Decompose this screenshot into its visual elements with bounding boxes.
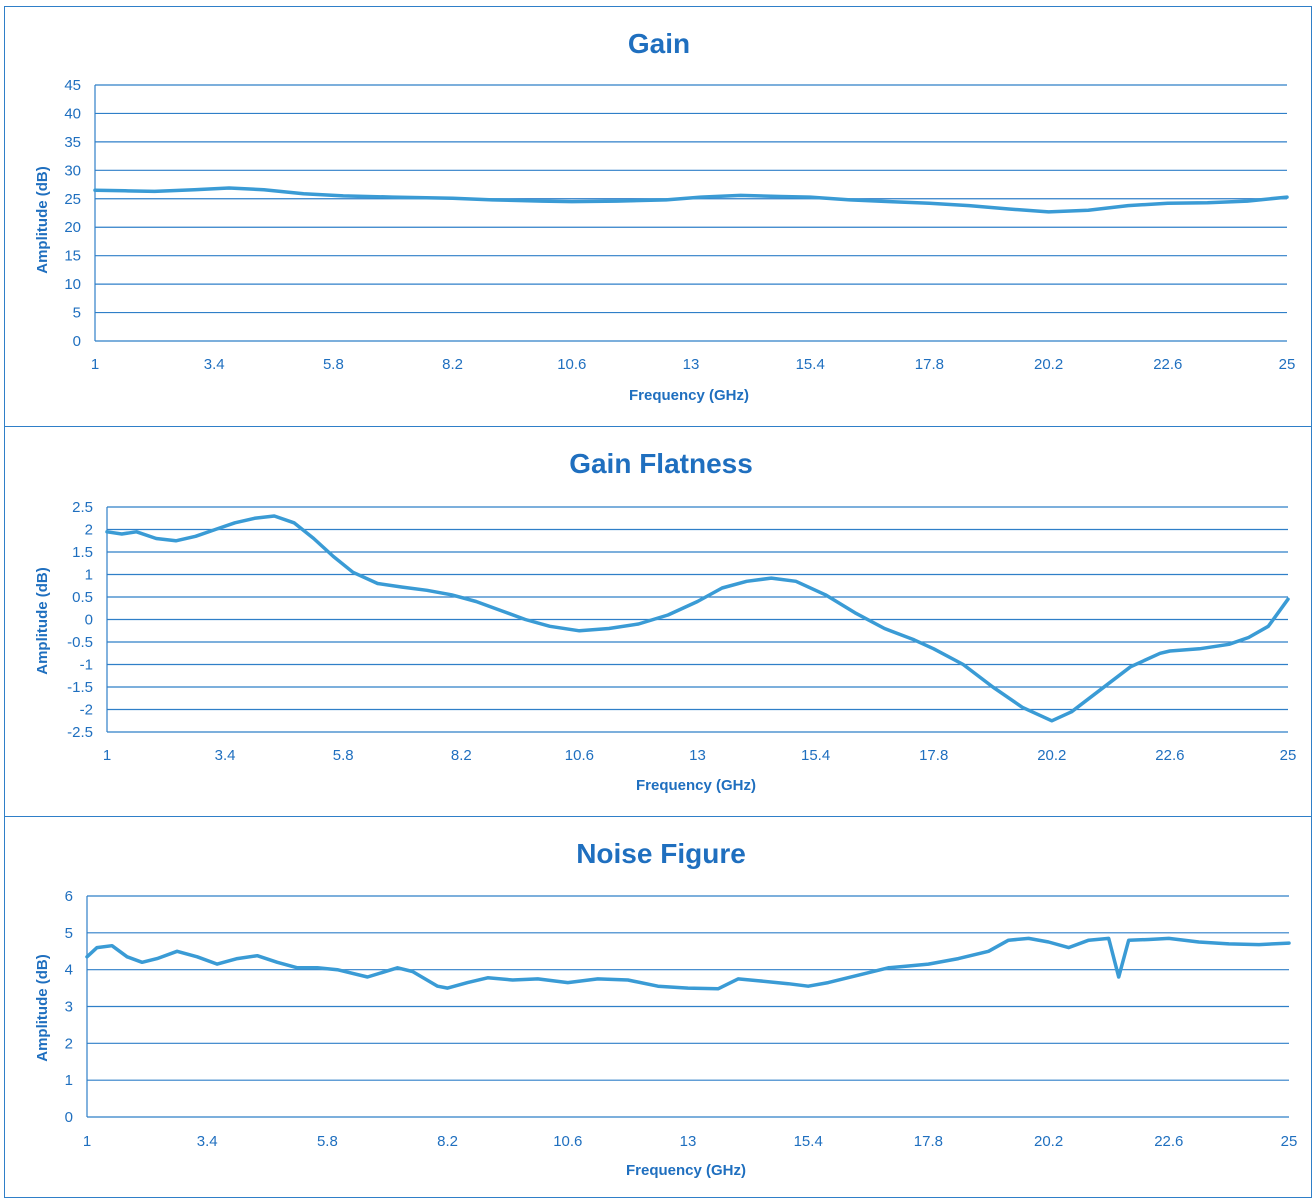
y-tick-label: 10 (64, 276, 81, 293)
y-tick-label: 5 (73, 305, 81, 322)
x-tick-label: 15.4 (801, 747, 830, 764)
x-tick-label: 17.8 (914, 1133, 943, 1150)
chart-panel-gain: Gain Frequency (GHz) Amplitude (dB) 0 5 10… (4, 6, 1312, 428)
x-tick-label: 22.6 (1154, 1133, 1183, 1150)
y-tick-label: 1 (85, 567, 93, 584)
chart-gain-flatness: Gain Flatness Frequency (GHz) Amplitude … (34, 448, 1297, 794)
x-axis-label: Frequency (GHz) (626, 1162, 746, 1179)
x-tick-label: 1 (83, 1133, 91, 1150)
y-axis-label: Amplitude (dB) (34, 166, 51, 273)
y-tick-label: -1 (80, 657, 93, 674)
y-tick-label: 0 (73, 333, 81, 350)
x-tick-label: 17.8 (919, 747, 948, 764)
chart-panel-noise-figure: Noise Figure Frequency (GHz) Amplitude (… (4, 816, 1312, 1198)
chart-noise-figure: Noise Figure Frequency (GHz) Amplitude (… (34, 838, 1298, 1179)
y-tick-label: 6 (65, 888, 73, 905)
y-tick-label: 30 (64, 162, 81, 179)
chart-panel-gain-flatness: Gain Flatness Frequency (GHz) Amplitude … (4, 426, 1312, 818)
y-tick-label: 0 (65, 1109, 73, 1126)
x-tick-label: 1 (103, 747, 111, 764)
y-axis-label: Amplitude (dB) (34, 567, 51, 674)
x-tick-label: 22.6 (1155, 747, 1184, 764)
y-tick-label: 2.5 (72, 499, 93, 516)
x-tick-label: 5.8 (323, 356, 344, 373)
x-tick-label: 20.2 (1034, 356, 1063, 373)
y-tick-label: 5 (65, 925, 73, 942)
x-tick-label: 1 (91, 356, 99, 373)
x-tick-label: 20.2 (1037, 747, 1066, 764)
chart-gain: Gain Frequency (GHz) Amplitude (dB) 0 5 10… (34, 28, 1296, 404)
x-tick-label: 3.4 (197, 1133, 218, 1150)
x-tick-label: 10.6 (565, 747, 594, 764)
x-tick-label: 8.2 (451, 747, 472, 764)
x-tick-label: 3.4 (204, 356, 225, 373)
y-tick-label: 2 (85, 522, 93, 539)
y-tick-label: 3 (65, 999, 73, 1016)
x-tick-label: 20.2 (1034, 1133, 1063, 1150)
y-tick-label: -2 (80, 702, 93, 719)
x-tick-label: 25 (1281, 1133, 1298, 1150)
chart-title: Noise Figure (576, 838, 746, 869)
x-tick-label: 25 (1280, 747, 1297, 764)
y-tick-label: 35 (64, 134, 81, 151)
series-line (85, 936, 1291, 991)
x-tick-label: 5.8 (333, 747, 354, 764)
x-tick-label: 8.2 (442, 356, 463, 373)
x-tick-label: 13 (680, 1133, 697, 1150)
y-tick-label: -1.5 (67, 679, 93, 696)
x-tick-label: 5.8 (317, 1133, 338, 1150)
y-tick-label: 25 (64, 191, 81, 208)
chart-title: Gain Flatness (569, 448, 753, 479)
x-tick-label: 10.6 (553, 1133, 582, 1150)
chart-title: Gain (628, 28, 690, 59)
x-tick-label: 10.6 (557, 356, 586, 373)
x-tick-label: 13 (683, 356, 700, 373)
x-tick-label: 15.4 (796, 356, 825, 373)
x-tick-label: 13 (689, 747, 706, 764)
x-tick-label: 22.6 (1153, 356, 1182, 373)
x-axis-label: Frequency (GHz) (629, 387, 749, 404)
y-tick-label: 4 (65, 962, 73, 979)
x-tick-label: 3.4 (215, 747, 236, 764)
y-axis-label: Amplitude (dB) (34, 954, 51, 1061)
y-tick-label: 15 (64, 248, 81, 265)
y-tick-label: 2 (65, 1035, 73, 1052)
series-line (105, 514, 1290, 723)
series-line (93, 186, 1289, 214)
y-tick-label: 45 (64, 77, 81, 94)
x-tick-label: 15.4 (794, 1133, 823, 1150)
x-axis-label: Frequency (GHz) (636, 777, 756, 794)
x-tick-label: 17.8 (915, 356, 944, 373)
y-tick-label: 0.5 (72, 589, 93, 606)
y-tick-label: 40 (64, 105, 81, 122)
y-tick-label: 1 (65, 1072, 73, 1089)
y-tick-label: 20 (64, 219, 81, 236)
x-tick-label: 8.2 (437, 1133, 458, 1150)
y-tick-label: 0 (85, 612, 93, 629)
y-tick-label: -0.5 (67, 634, 93, 651)
x-tick-label: 25 (1279, 356, 1296, 373)
y-tick-label: -2.5 (67, 724, 93, 741)
y-tick-label: 1.5 (72, 544, 93, 561)
